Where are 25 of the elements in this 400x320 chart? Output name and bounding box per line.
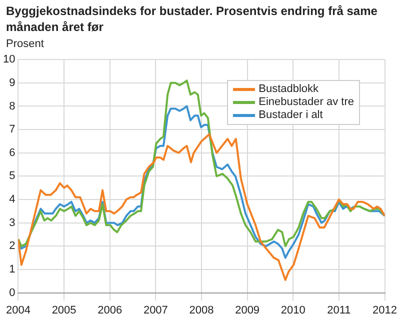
y-tick-label: 4 [9,194,16,206]
y-tick-label: 3 [9,216,16,229]
x-tick-label: 2004 [6,304,30,316]
x-tick-label: 2011 [327,304,351,316]
legend-label: Bustadblokk [258,83,319,95]
y-tick-label: 10 [2,54,16,66]
chart-title: Byggjekostnadsindeks for bustader. Prosentvis endring frå same månaden året før [6,3,378,35]
x-tick-label: 2007 [143,304,168,316]
x-tick-label: 2009 [235,304,260,316]
y-tick-label: 9 [9,76,16,89]
legend-label: Bustader i alt [258,109,323,121]
y-tick-label: 5 [9,170,16,182]
y-tick-label: 7 [9,124,16,136]
y-tick-label: 0 [9,286,16,299]
y-tick-label: 1 [9,264,16,276]
y-tick-label: 8 [9,100,16,112]
y-tick-label: 6 [9,146,16,159]
x-tick-label: 2005 [52,304,76,316]
x-tick-label: 2012 [372,304,398,316]
x-tick-label: 2006 [98,304,122,316]
y-axis-title: Prosent [6,38,44,50]
y-tick-label: 2 [9,240,16,252]
x-tick-label: 2008 [189,304,214,316]
x-tick-label: 2010 [280,304,306,316]
legend-label: Einebustader av tre [258,96,354,108]
